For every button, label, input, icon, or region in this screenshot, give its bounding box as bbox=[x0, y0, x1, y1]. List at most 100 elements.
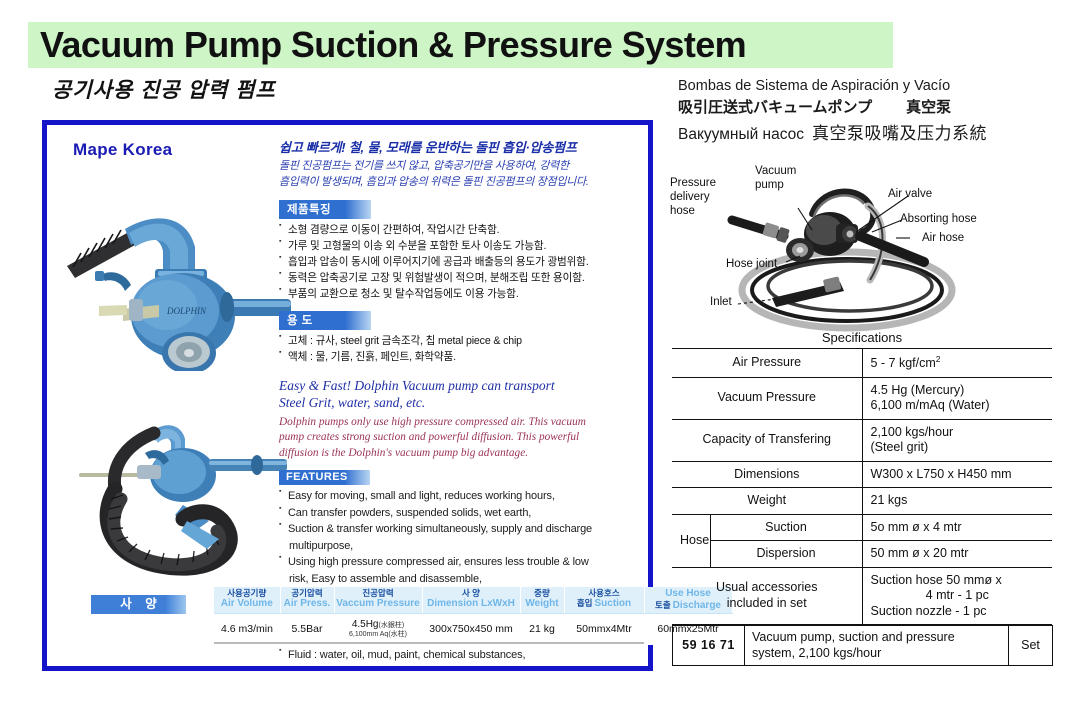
col-vacuum-pressure-en: Vaccum Pressure bbox=[336, 598, 420, 610]
col-air-press-ko: 공기압력 bbox=[291, 588, 323, 599]
diagram-label-vacuum-pump: Vacuum pump bbox=[755, 164, 796, 192]
spec-label-hose: Hose bbox=[672, 513, 711, 568]
col-weight-en: Weight bbox=[525, 598, 559, 610]
list-item: 소형 겸량으로 이동이 간편하여, 작업시간 단축함. bbox=[279, 221, 647, 238]
brochure-panel: Mape Korea bbox=[42, 120, 733, 671]
spec-strip-divider bbox=[214, 642, 644, 644]
description-line-1: Vacuum pump, suction and pressure bbox=[752, 630, 955, 644]
specifications-table: Air Pressure 5 - 7 kgf/cm2 Vacuum Pressu… bbox=[672, 348, 1052, 626]
col-use-hose-ko: 사용호스 bbox=[588, 588, 620, 599]
diagram-label-air-hose: Air hose bbox=[922, 232, 965, 244]
label-line-1: Vacuum bbox=[755, 165, 797, 177]
table-row: 4.6 m3/min 5.5Bar 4.5Hg(水銀柱) 6,100mm Aq(… bbox=[214, 613, 732, 645]
product-photo-hose-set bbox=[59, 403, 294, 583]
spec-label-capacity: Capacity of Transfering bbox=[672, 418, 863, 462]
cell-dimension: 300x750x450 mm bbox=[422, 613, 520, 645]
spec-value-hose-dispersion: 50 mm ø x 20 mtr bbox=[862, 540, 1052, 568]
header-translations: Bombas de Sistema de Aspiración y Vacío … bbox=[678, 78, 1078, 146]
translation-chinese: 真空泵吸嘴及压力系統 bbox=[812, 124, 988, 143]
label-line-3: hose bbox=[670, 205, 695, 218]
col-air-press: 공기압력 Air Press. bbox=[280, 587, 335, 614]
table-row: Usual accessories included in set Suctio… bbox=[672, 566, 1052, 626]
translation-spanish: Bombas de Sistema de Aspiración y Vacío bbox=[678, 78, 951, 94]
spec-value-hose-suction: 5o mm ø x 4 mtr bbox=[862, 513, 1052, 542]
table-row: Dispersion 50 mm ø x 20 mtr bbox=[672, 540, 1052, 568]
spec-label-hose-suction: Suction bbox=[710, 513, 863, 542]
product-code-unit: Set bbox=[1008, 624, 1053, 667]
product-code-number: 59 16 71 bbox=[672, 624, 745, 667]
list-item-line-1: Using high pressure compressed air, ensu… bbox=[288, 556, 589, 569]
description-line-2: system, 2,100 kgs/hour bbox=[752, 645, 882, 660]
promo-headline-line-1: Easy & Fast! Dolphin Vacuum pump can tra… bbox=[279, 377, 555, 393]
col-air-press-en: Air Press. bbox=[283, 598, 331, 610]
col-vacuum-pressure: 진공압력 Vaccum Pressure bbox=[334, 587, 423, 614]
spec-value-line-1: 2,100 kgs/hour bbox=[870, 424, 954, 439]
brand-label: Mape Korea bbox=[73, 140, 173, 159]
subheadline-korean-line-2: 흡입력이 발생되며, 흡입과 압송의 위력은 돌핀 진공펌프의 장점입니다. bbox=[279, 175, 589, 188]
list-item: 동력은 압축공기로 고장 및 위험발생이 적으며, 분해조립 또한 용이함. bbox=[279, 269, 647, 286]
spec-label-accessories-line-2: included in set bbox=[726, 595, 807, 610]
col-hose-suction: 사용호스 흡입 Suction bbox=[564, 587, 645, 614]
col-dimension-ko: 사 양 bbox=[461, 588, 480, 599]
table-header-row: 사용공기량 Air Volume 공기압력 Air Press. 진공압력 Va… bbox=[214, 587, 733, 614]
headline-korean: 쉽고 빠르게! 철, 물, 모래를 운반하는 돌핀 흡입·압송펌프 bbox=[279, 140, 577, 155]
diagram-label-hose-joint: Hose joint bbox=[726, 258, 778, 270]
spec-value-weight: 21 kgs bbox=[862, 487, 1052, 515]
spec-label-accessories: Usual accessories included in set bbox=[672, 566, 863, 626]
spec-label-dimensions: Dimensions bbox=[672, 460, 863, 489]
spec-value-vacuum-pressure: 4.5 Hg (Mercury) 6,100 m/mAq (Water) bbox=[862, 376, 1052, 420]
spec-value-capacity: 2,100 kgs/hour (Steel grit) bbox=[862, 418, 1052, 462]
col-suction-ko: 흡입 bbox=[576, 598, 593, 609]
page-title-band: Vacuum Pump Suction & Pressure System bbox=[28, 22, 893, 68]
table-row: Air Pressure 5 - 7 kgf/cm2 bbox=[672, 348, 1052, 378]
product-photo-pump: DOLPHIN bbox=[55, 181, 295, 371]
spec-value-air-pressure-sup: 2 bbox=[935, 354, 941, 364]
translation-japanese-alt: 真空泵 bbox=[906, 99, 952, 116]
table-row: Capacity of Transfering 2,100 kgs/hour (… bbox=[672, 418, 1052, 462]
cell-vacuum-main-sub: (水銀柱) bbox=[378, 622, 405, 629]
list-item-line-2: multipurpose, bbox=[289, 539, 354, 552]
list-item: Suction & transfer working simultaneousl… bbox=[279, 520, 647, 554]
spec-value-dimensions: W300 x L750 x H450 mm bbox=[862, 460, 1052, 489]
spec-value-line-1: 4.5 Hg (Mercury) bbox=[870, 382, 965, 397]
spec-label-vacuum-pressure: Vacuum Pressure bbox=[672, 376, 863, 420]
table-row: Hose Suction 5o mm ø x 4 mtr bbox=[672, 513, 1052, 568]
spec-value-line-2: (Steel grit) bbox=[870, 440, 929, 455]
list-item: 액체 : 물, 기름, 진흙, 페인트, 화학약품. bbox=[279, 348, 647, 365]
cell-vacuum-main: 4.5Hg bbox=[351, 619, 379, 630]
cell-vacuum-pressure: 4.5Hg(水銀柱) 6,100mm Aq(水柱) bbox=[334, 613, 422, 645]
subheadline-korean-line-1: 돌핀 진공펌프는 전기를 쓰지 않고, 압축공기만을 사용하여, 강력한 bbox=[279, 160, 569, 172]
col-air-volume-en: Air Volume bbox=[220, 598, 273, 610]
spec-value-line-2: 6,100 m/mAq (Water) bbox=[870, 398, 990, 413]
section-label-features-korean: 제품특징 bbox=[279, 199, 371, 219]
promo-body-line-3: diffusion is the Dolphin's vacuum pump b… bbox=[279, 446, 529, 459]
features-list-korean: 소형 겸량으로 이동이 간편하여, 작업시간 단축함. 가루 및 고형물의 이송… bbox=[279, 221, 647, 302]
page-subtitle-korean: 공기사용 진공 압력 펌프 bbox=[52, 79, 276, 102]
list-item: Using high pressure compressed air, ensu… bbox=[279, 553, 647, 587]
spec-value-air-pressure-text: 5 - 7 kgf/cm bbox=[870, 356, 936, 371]
translation-japanese-main: 吸引圧送式バキュームポンプ bbox=[678, 99, 873, 116]
usage-list-korean: 고체 : 규사, steel grit 금속조각, 칩 metal piece … bbox=[279, 332, 647, 365]
col-vacuum-pressure-ko: 진공압력 bbox=[362, 588, 394, 599]
diagram-label-pressure-delivery-hose: Pressure delivery hose bbox=[670, 176, 716, 218]
specifications-title: Specifications bbox=[821, 330, 903, 345]
label-line-2: pump bbox=[755, 179, 784, 192]
spec-label-air-pressure: Air Pressure bbox=[672, 348, 863, 378]
spec-value-line-3: Suction nozzle - 1 pc bbox=[870, 603, 987, 618]
diagram-label-inlet: Inlet bbox=[710, 296, 732, 308]
list-item: Can transfer powders, suspended solids, … bbox=[279, 504, 647, 522]
spec-value-line-2: 4 mtr - 1 pc bbox=[925, 588, 989, 603]
list-item: 고체 : 규사, steel grit 금속조각, 칩 metal piece … bbox=[279, 332, 647, 349]
promo-headline: Easy & Fast! Dolphin Vacuum pump can tra… bbox=[279, 377, 647, 412]
list-item: 부품의 교환으로 청소 및 탈수작업등에도 이용 가능함. bbox=[279, 285, 647, 302]
spec-value-air-pressure: 5 - 7 kgf/cm2 bbox=[862, 348, 1052, 378]
section-label-features-english: FEATURES bbox=[279, 470, 370, 486]
subheadline-korean: 돌핀 진공펌프는 전기를 쓰지 않고, 압축공기만을 사용하여, 강력한 흡입력… bbox=[279, 159, 647, 191]
cell-vacuum-second-sub: (水柱) bbox=[388, 630, 407, 638]
table-row: 59 16 71 Vacuum pump, suction and pressu… bbox=[672, 624, 1053, 667]
list-item: 흡입과 압송이 동시에 이루어지기에 공급과 배출등의 용도가 광범위함. bbox=[279, 253, 647, 270]
section-label-usage-korean: 용 도 bbox=[279, 311, 371, 331]
brochure-spec-table: 사용공기량 Air Volume 공기압력 Air Press. 진공압력 Va… bbox=[214, 587, 733, 645]
translation-russian: Вакуумный насос bbox=[678, 126, 805, 143]
